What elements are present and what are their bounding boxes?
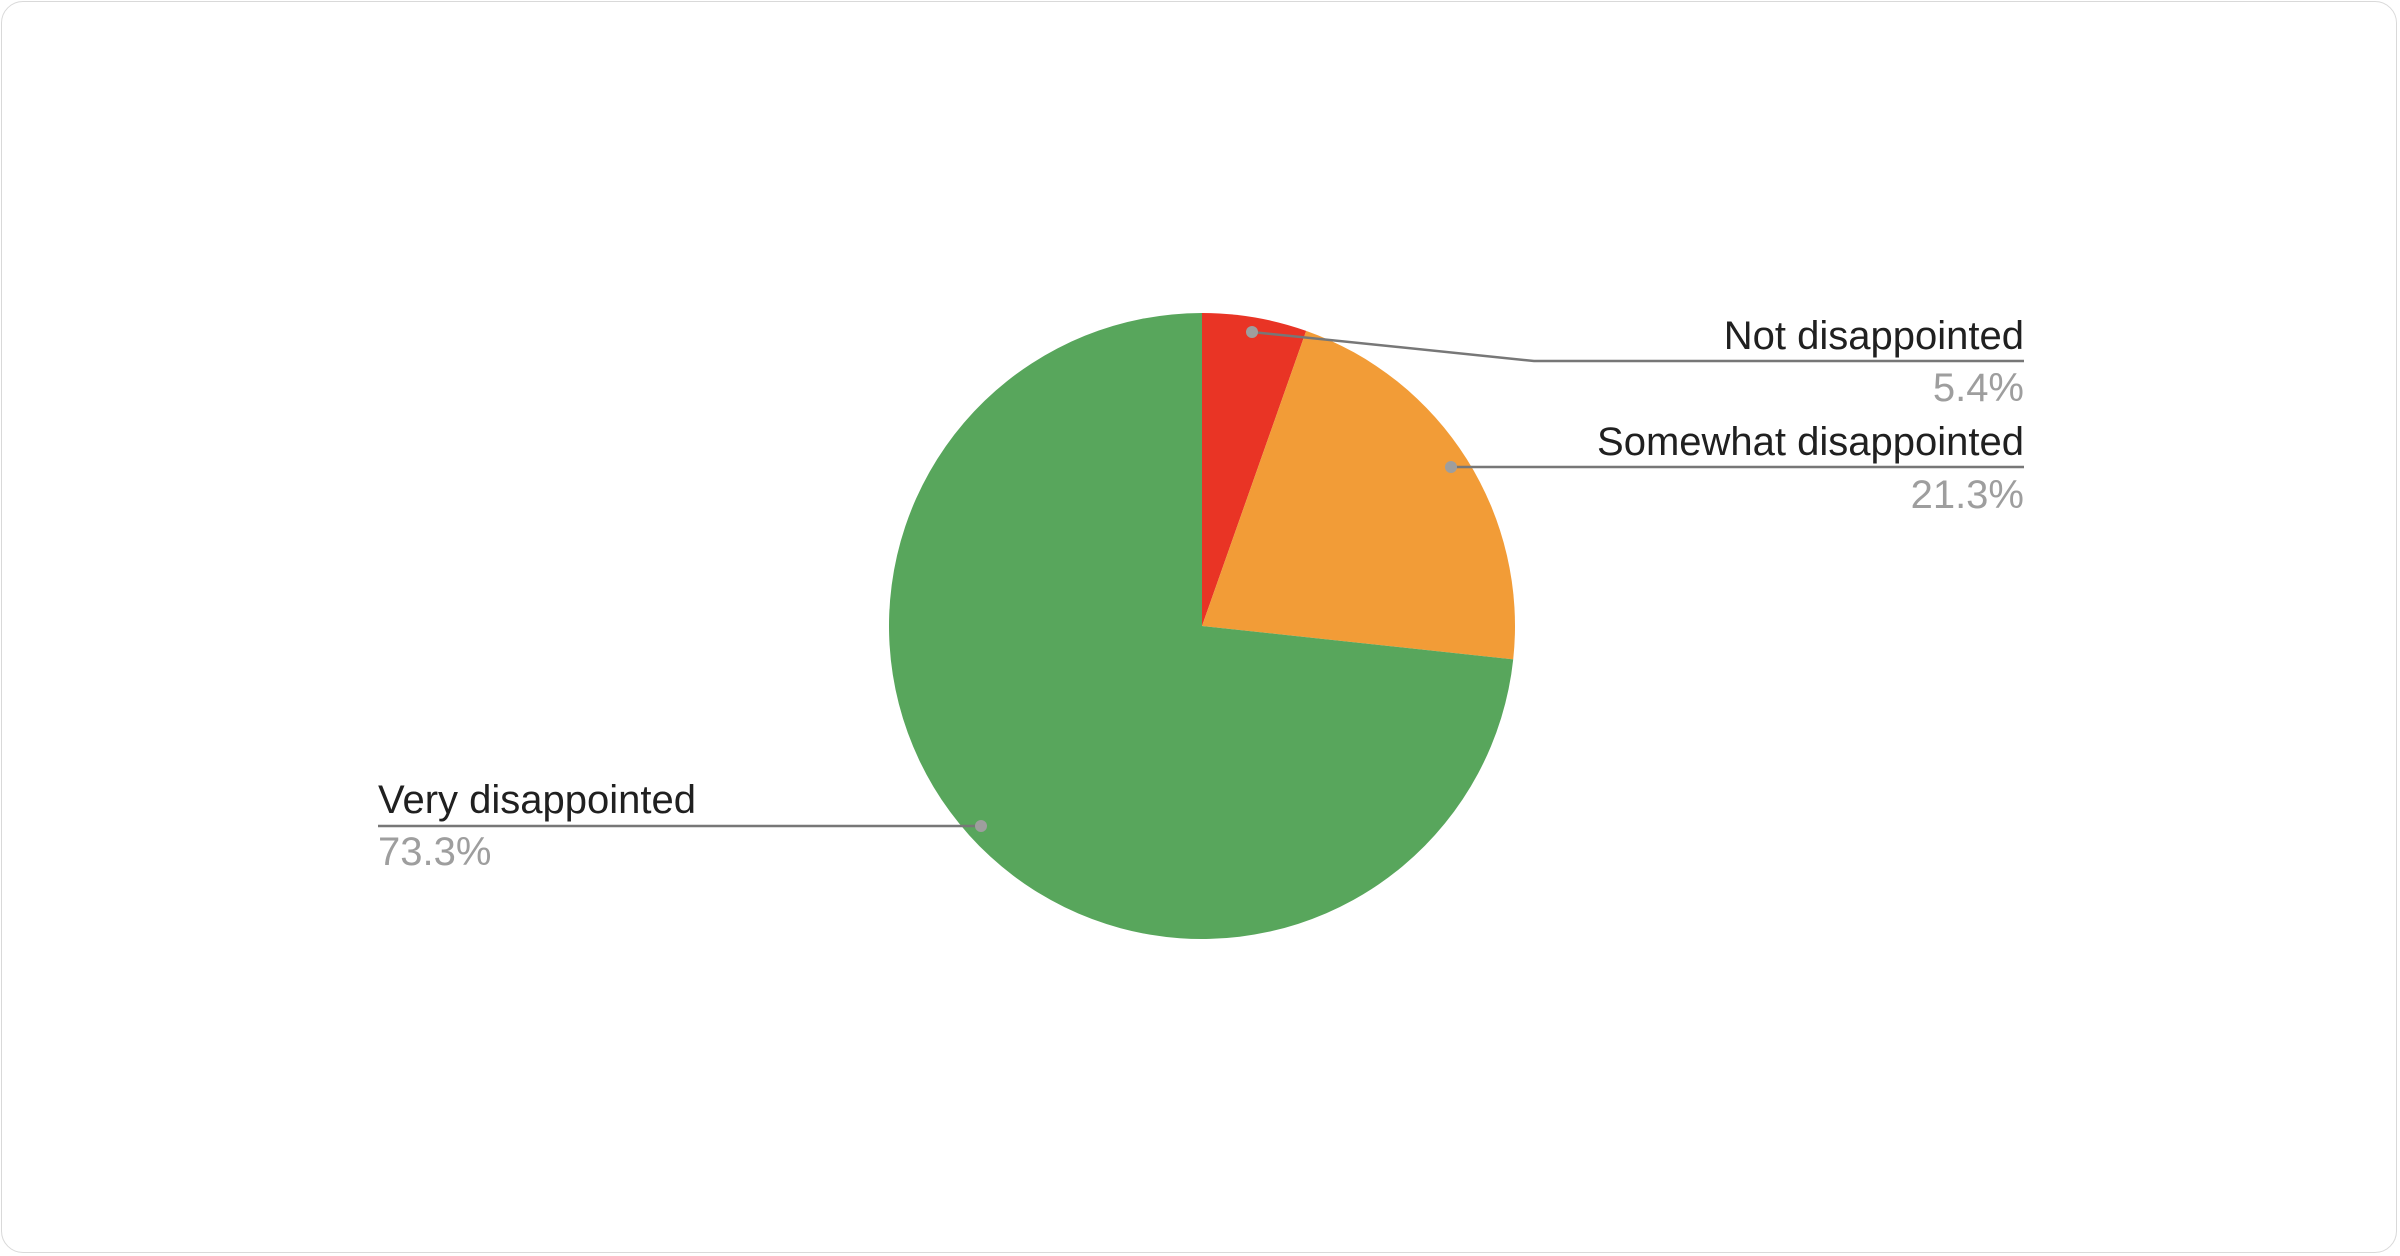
callout-dot-2 [1445, 461, 1457, 473]
pie-slice-2 [1202, 330, 1516, 660]
callout-line-1 [1251, 330, 2024, 363]
callout-dot-3 [975, 820, 987, 832]
pie-slice-1 [1202, 313, 1307, 626]
slice-label-1: Not disappointed [1724, 314, 2024, 358]
slice-value-label-2: 21.3% [1911, 473, 2024, 517]
slice-value-label-3: 73.3% [378, 830, 491, 874]
slice-value-label-1: 5.4% [1933, 366, 2024, 410]
slice-label-2: Somewhat disappointed [1597, 420, 2024, 464]
slice-label-3: Very disappointed [378, 778, 696, 822]
pie-slice-3 [889, 313, 1514, 939]
callout-dot-1 [1246, 326, 1258, 338]
